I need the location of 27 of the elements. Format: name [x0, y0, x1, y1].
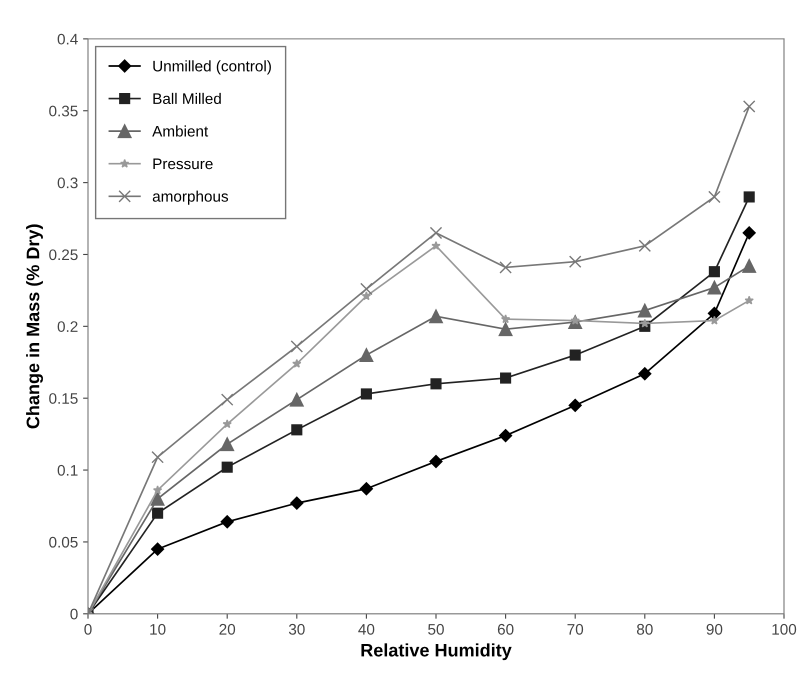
y-tick-label: 0.4: [58, 34, 78, 45]
y-axis-title: Change in Mass (% Dry): [26, 224, 43, 428]
legend-label: Ambient: [152, 125, 208, 137]
legend-label: amorphous: [152, 190, 228, 205]
x-tick-label: 50: [428, 624, 444, 635]
x-tick-label: 30: [288, 624, 305, 635]
y-tick-label: 0.05: [49, 536, 78, 548]
y-tick-label: 0.25: [49, 249, 78, 260]
x-tick-label: 10: [150, 624, 166, 635]
y-tick-label: 0.35: [49, 106, 78, 116]
x-tick-label: 20: [219, 624, 236, 635]
y-tick-label: 0: [70, 608, 78, 620]
x-tick-label: 80: [636, 624, 653, 635]
x-axis-title: Relative Humidity: [361, 643, 512, 660]
x-tick-label: 100: [772, 624, 796, 635]
x-tick-label: 40: [358, 624, 374, 635]
x-tick-label: 90: [706, 624, 722, 635]
y-tick-label: 0.3: [58, 177, 78, 188]
x-tick-label: 0: [84, 624, 92, 635]
legend-label: Pressure: [153, 158, 213, 170]
legend-label: Ball Milled: [153, 92, 221, 104]
y-tick-label: 0.1: [58, 464, 78, 476]
y-tick-label: 0.2: [58, 321, 78, 332]
y-tick-label: 0.15: [49, 393, 78, 404]
x-tick-label: 70: [567, 624, 584, 635]
legend-label: Unmilled (control): [153, 60, 271, 74]
x-tick-label: 60: [498, 624, 514, 635]
